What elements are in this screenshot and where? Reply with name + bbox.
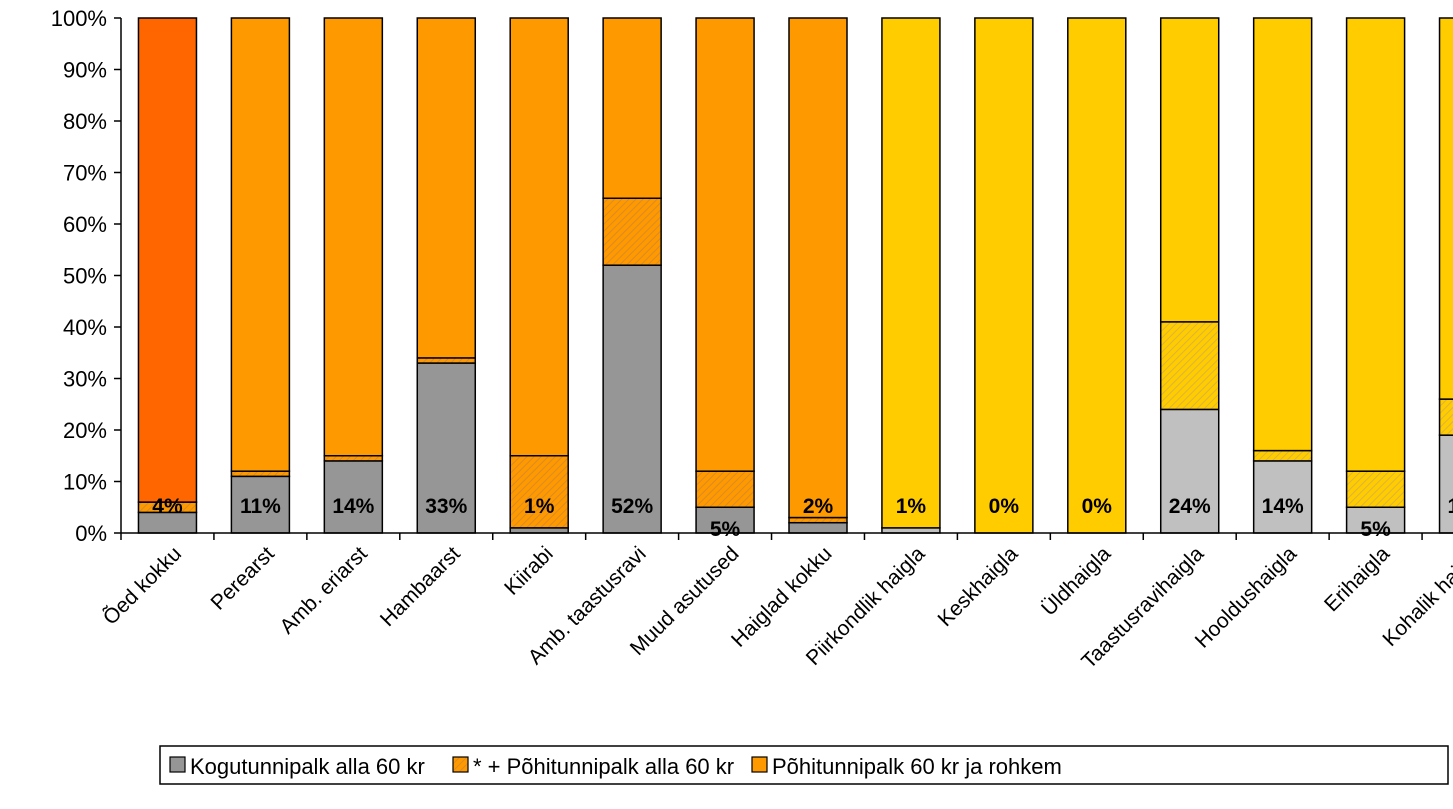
data-label-5: 1% bbox=[524, 495, 555, 518]
y-tick-label-10: 100% bbox=[51, 6, 107, 31]
x-tick-label-2: Perearst bbox=[207, 542, 280, 615]
legend-label-2: * + Põhitunnipalk alla 60 kr bbox=[473, 754, 734, 779]
bar-segment-3-1 bbox=[137, 17, 198, 503]
data-label-15: 19% bbox=[1448, 495, 1453, 518]
bar-segment-2-15 bbox=[1438, 398, 1453, 436]
data-label-9: 1% bbox=[896, 495, 927, 518]
x-tick-label-10: Keskhaigla bbox=[933, 542, 1022, 631]
x-tick-label-1: Õed kokku bbox=[98, 542, 186, 630]
bar-segment-2-14 bbox=[1345, 470, 1406, 509]
bar-segment-2-4 bbox=[416, 357, 477, 364]
bar-segment-2-13 bbox=[1252, 449, 1313, 462]
bar-segment-3-3 bbox=[323, 17, 384, 457]
data-label-10: 0% bbox=[989, 495, 1020, 518]
bar-segment-1-9 bbox=[881, 527, 941, 534]
bar-segment-1-5 bbox=[509, 527, 569, 534]
bar-segment-3-14 bbox=[1345, 17, 1406, 472]
legend-box bbox=[159, 745, 1449, 785]
legend-swatch-3 bbox=[751, 756, 768, 773]
data-label-7: 5% bbox=[710, 518, 741, 541]
bar-segment-3-13 bbox=[1252, 17, 1313, 452]
y-tick-label-1: 10% bbox=[63, 470, 107, 495]
data-label-4: 33% bbox=[425, 495, 467, 518]
bar-segment-3-15 bbox=[1438, 17, 1453, 400]
bar-segment-3-6 bbox=[602, 17, 662, 199]
bar-segment-3-8 bbox=[788, 17, 848, 519]
x-tick-label-4: Hambaarst bbox=[376, 542, 465, 631]
bar-segment-3-2 bbox=[230, 17, 291, 472]
data-label-14: 5% bbox=[1360, 518, 1391, 541]
x-tick-label-14: Erihaigla bbox=[1320, 542, 1394, 616]
bar-segment-3-5 bbox=[509, 17, 569, 457]
data-label-1: 4% bbox=[152, 495, 183, 518]
bar-segment-2-6 bbox=[602, 197, 662, 266]
y-tick-label-6: 60% bbox=[63, 212, 107, 237]
data-label-13: 14% bbox=[1262, 495, 1304, 518]
bar-segment-2-8 bbox=[788, 516, 848, 524]
y-tick-label-3: 30% bbox=[63, 367, 107, 392]
bar-segment-2-12 bbox=[1159, 321, 1220, 411]
y-tick-label-5: 50% bbox=[63, 264, 107, 289]
data-label-2: 11% bbox=[240, 495, 281, 518]
bar-segment-3-4 bbox=[416, 17, 477, 359]
y-tick-label-2: 20% bbox=[63, 418, 107, 443]
bar-segment-1-15 bbox=[1438, 434, 1453, 534]
x-tick-label-3: Amb. eriarst bbox=[276, 542, 372, 638]
y-tick-label-8: 80% bbox=[63, 109, 107, 134]
bar-segment-1-2 bbox=[230, 475, 291, 534]
bar-segment-2-2 bbox=[230, 470, 291, 478]
data-label-11: 0% bbox=[1082, 495, 1113, 518]
x-tick-label-11: Üldhaigla bbox=[1037, 542, 1115, 620]
bar-segment-2-3 bbox=[323, 455, 384, 462]
x-tick-label-5: Kiirabi bbox=[500, 542, 558, 600]
y-tick-label-0: 0% bbox=[75, 521, 107, 546]
bar-segment-2-7 bbox=[695, 470, 755, 509]
legend-swatch-1 bbox=[169, 756, 186, 773]
bar-segment-3-10 bbox=[974, 17, 1034, 534]
bar-segment-3-11 bbox=[1067, 17, 1127, 534]
legend-label-3: Põhitunnipalk 60 kr ja rohkem bbox=[772, 754, 1062, 779]
bar-segment-3-9 bbox=[881, 17, 941, 529]
y-tick-label-9: 90% bbox=[63, 58, 107, 83]
legend-swatch-2 bbox=[452, 756, 469, 773]
bar-segment-3-12 bbox=[1159, 17, 1220, 323]
data-label-6: 52% bbox=[611, 495, 653, 518]
data-label-8: 2% bbox=[803, 495, 834, 518]
y-tick-label-7: 70% bbox=[63, 161, 107, 186]
data-label-12: 24% bbox=[1169, 495, 1211, 518]
bar-segment-1-8 bbox=[788, 521, 848, 534]
bar-segment-3-7 bbox=[695, 17, 755, 472]
bar-segment-1-6 bbox=[602, 264, 662, 534]
y-tick-label-4: 40% bbox=[63, 315, 107, 340]
data-label-3: 14% bbox=[332, 495, 374, 518]
legend-label-1: Kogutunnipalk alla 60 kr bbox=[190, 754, 425, 779]
